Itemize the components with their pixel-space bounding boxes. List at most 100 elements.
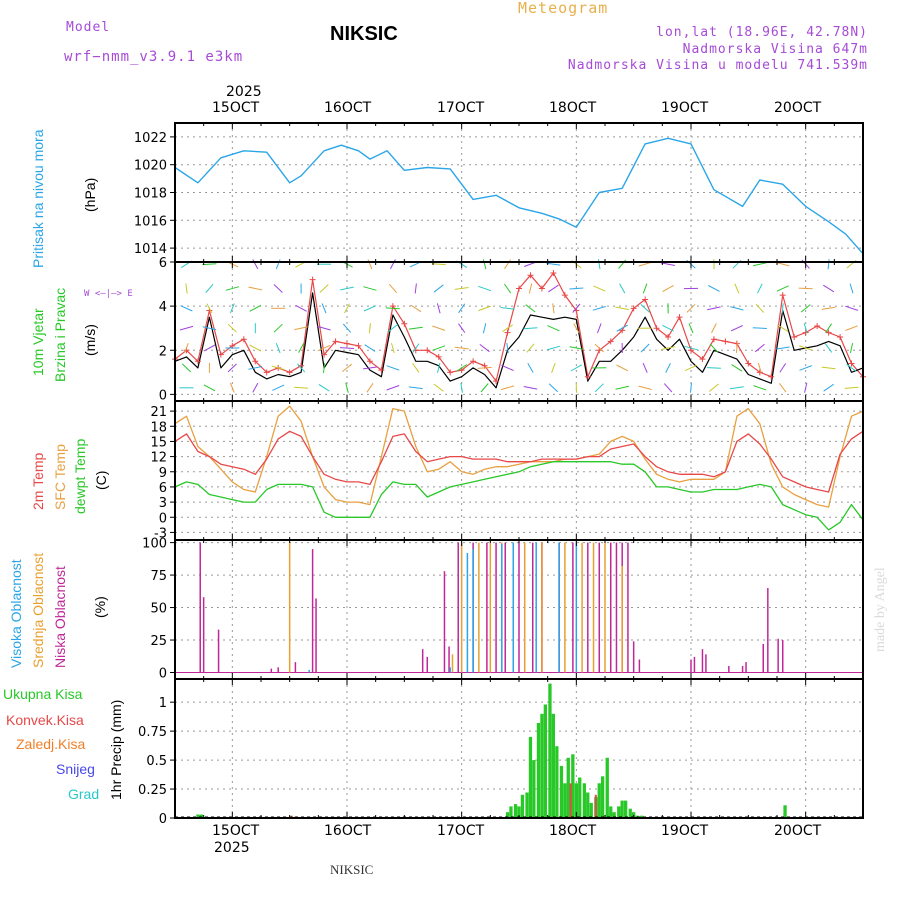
wind-direction-arrow xyxy=(688,323,694,334)
day-label-top: 19OCT xyxy=(661,100,709,116)
wind-direction-arrow xyxy=(248,366,263,370)
wind-direction-arrow xyxy=(391,342,395,354)
dewpoint-line xyxy=(174,461,864,531)
precip-legend-snow: Snijeg xyxy=(56,761,95,777)
wind-direction-arrow xyxy=(227,323,237,333)
wind-direction-arrow xyxy=(252,382,259,393)
precip-legend-convective: Konvek.Kisa xyxy=(6,712,84,728)
wind-direction-arrow xyxy=(548,383,559,393)
wind-direction-arrow xyxy=(776,262,790,267)
wind-gust-marker xyxy=(321,351,328,358)
wind-gust-marker xyxy=(722,338,729,345)
wind-direction-arrow xyxy=(551,362,556,373)
elevation-label: Nadmorska Visina 647m xyxy=(682,42,868,57)
model-name: wrf−nmm_v3.9.1 e3km xyxy=(64,49,244,65)
wind-direction-arrow xyxy=(827,259,830,270)
precip-bar xyxy=(566,757,570,818)
y-tick-label: 0 xyxy=(159,388,167,403)
wind-direction-arrow xyxy=(706,367,721,369)
wind-gust-marker xyxy=(217,351,224,358)
wind-direction-arrow xyxy=(366,383,374,393)
day-label-top: 20OCT xyxy=(774,100,822,116)
day-label-bottom: 18OCT xyxy=(549,823,597,839)
wind-gust-marker xyxy=(699,356,706,363)
wind-direction-arrow xyxy=(800,304,811,313)
wind-direction-arrow xyxy=(249,304,262,312)
wind-direction-arrow xyxy=(386,385,400,391)
precip-bar xyxy=(551,713,555,819)
y-tick-label: 2 xyxy=(159,344,167,359)
day-label-bottom: 17OCT xyxy=(437,823,485,839)
y-tick-label: 4 xyxy=(159,300,167,315)
wind-direction-arrow xyxy=(275,259,281,270)
wind-direction-arrow xyxy=(684,345,698,351)
precip-bar xyxy=(517,806,521,818)
coords-label: lon,lat (18.96E, 42.78N) xyxy=(656,25,868,40)
wind-direction-arrow xyxy=(363,305,377,312)
wind-gust-marker xyxy=(263,369,270,376)
precip-bar xyxy=(624,800,628,818)
wind-gust-marker xyxy=(779,292,786,299)
sfc-temp-line xyxy=(174,405,864,508)
wind-direction-arrow xyxy=(845,305,859,311)
y-tick-label: 6 xyxy=(159,481,167,496)
wind-direction-arrow xyxy=(460,382,463,393)
wind-gust-marker xyxy=(561,292,568,299)
wind-direction-arrow xyxy=(456,364,468,372)
y-tick-label: 1020 xyxy=(134,159,167,174)
precip-bar xyxy=(543,704,547,818)
wind-direction-arrow xyxy=(570,364,583,372)
wind-direction-arrow xyxy=(501,364,514,371)
wind-direction-arrow xyxy=(203,384,216,392)
wind-gust-marker xyxy=(825,329,832,336)
wind-direction-arrow xyxy=(799,345,813,351)
wind-direction-arrow xyxy=(779,363,787,373)
wind-direction-arrow xyxy=(275,343,281,354)
wind-direction-arrow xyxy=(252,259,259,270)
wind-direction-arrow xyxy=(206,303,213,314)
wind-direction-arrow xyxy=(480,383,489,393)
wind-direction-arrow xyxy=(709,343,719,353)
wind-speed-line xyxy=(174,292,864,389)
wind-direction-arrow xyxy=(735,343,738,354)
precip-bar xyxy=(640,815,644,818)
y-tick-label: 0 xyxy=(159,667,167,682)
wind-gust-marker xyxy=(355,342,362,349)
wind-direction-arrow xyxy=(414,283,417,294)
wind-direction-arrow xyxy=(229,303,235,314)
y-tick-label: 6 xyxy=(159,256,167,271)
wind-direction-arrow xyxy=(479,344,490,353)
wind-direction-arrow xyxy=(546,345,561,351)
wind-gust-marker xyxy=(286,369,293,376)
wind-direction-arrow xyxy=(616,364,629,372)
wind-direction-arrow xyxy=(663,383,673,393)
precip-bar xyxy=(594,794,597,818)
wind-direction-arrow xyxy=(500,307,515,310)
wind-direction-arrow xyxy=(225,286,240,291)
y-tick-label: 75 xyxy=(150,569,167,584)
wind-direction-arrow xyxy=(298,343,305,353)
wind-direction-arrow xyxy=(433,383,444,392)
wind-direction-arrow xyxy=(368,323,371,334)
precip-legend-total: Ukupna Kisa xyxy=(3,686,83,702)
wind-direction-arrow xyxy=(711,323,717,334)
panel-frames xyxy=(174,122,864,819)
wind-direction-arrow xyxy=(364,344,376,352)
y-tick-label: 25 xyxy=(150,634,167,649)
y-tick-label: 21 xyxy=(150,405,167,420)
y-tick-label: 1014 xyxy=(134,242,167,257)
precip-bar xyxy=(612,812,616,818)
wind-direction-arrow xyxy=(341,363,353,372)
precip-bar xyxy=(589,802,593,818)
y-tick-label: 1018 xyxy=(134,187,167,202)
wind-direction-arrow xyxy=(523,327,538,330)
y-tick-label: 3 xyxy=(159,496,167,511)
wind-direction-arrow xyxy=(598,259,601,270)
wind-gust-marker xyxy=(550,270,557,277)
wind-gust-marker xyxy=(344,340,350,347)
precip-legend-hail: Grad xyxy=(68,786,100,802)
precip-bar xyxy=(617,806,621,818)
day-label-top: 16OCT xyxy=(324,100,372,116)
wind-direction-arrow xyxy=(546,262,561,266)
wind-direction-arrow xyxy=(454,287,469,290)
